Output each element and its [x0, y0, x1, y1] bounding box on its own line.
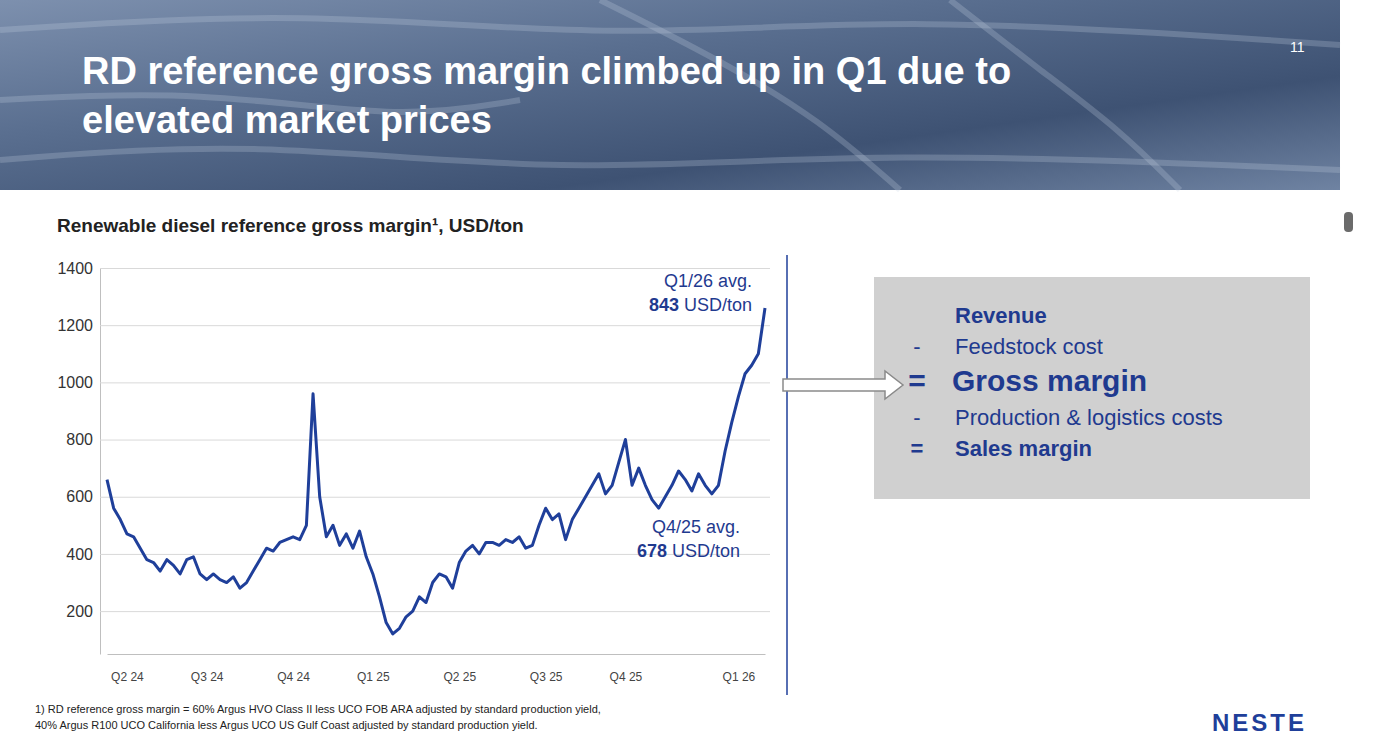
annotation-unit: USD/ton: [684, 295, 752, 315]
x-tick: Q1 26: [723, 654, 756, 684]
definition-sign: -: [913, 334, 920, 359]
annotation-number: 678: [637, 541, 667, 561]
grid-line: [100, 268, 770, 269]
annotation-label: Q1/26 avg.: [664, 271, 752, 291]
annotation-number: 843: [649, 295, 679, 315]
definition-sign: =: [908, 364, 926, 397]
grid-line: [100, 382, 770, 383]
y-tick-label: 200: [66, 603, 93, 620]
x-tick-label: Q3 24: [191, 670, 224, 684]
grid-line: [100, 440, 770, 441]
logo: NESTE: [1212, 709, 1307, 736]
definition-text: Sales margin: [955, 436, 1092, 461]
chart-title: Renewable diesel reference gross margin¹…: [57, 215, 524, 236]
y-tick-label: 1000: [57, 374, 93, 391]
definition-text: Feedstock cost: [955, 334, 1103, 359]
arrow: [783, 371, 903, 399]
footnote: 1) RD reference gross margin = 60% Argus…: [35, 703, 601, 715]
definition-sign: =: [911, 436, 924, 461]
y-tick-label: 1400: [57, 260, 93, 277]
definition-text: Revenue: [955, 303, 1047, 328]
slide-title: RD reference gross margin climbed up in …: [82, 50, 1011, 141]
slide-title-line: elevated market prices: [82, 99, 492, 141]
annotation-unit: USD/ton: [672, 541, 740, 561]
y-tick-label: 600: [66, 488, 93, 505]
banner-texture-line: [950, 0, 1180, 190]
y-tick-label: 800: [66, 431, 93, 448]
y-tick: 200: [66, 603, 770, 620]
page-number: 11: [1290, 39, 1305, 55]
x-tick-label: Q4 24: [277, 670, 310, 684]
x-tick-label: Q2 25: [443, 670, 476, 684]
grid-line: [100, 611, 770, 612]
banner-texture-line: [0, 18, 1340, 45]
y-tick-label: 400: [66, 546, 93, 563]
y-tick: 1000: [57, 374, 770, 391]
x-tick: Q2 24: [111, 654, 144, 684]
slide-title-line: RD reference gross margin climbed up in …: [82, 50, 1011, 92]
x-tick-label: Q1 25: [357, 670, 390, 684]
x-tick-label: Q1 26: [723, 670, 756, 684]
definition-text: Production & logistics costs: [955, 405, 1223, 430]
annotation-value: 678USD/ton: [637, 541, 740, 561]
y-tick: 1200: [57, 317, 770, 334]
y-axis-line: [100, 269, 101, 655]
x-tick: Q3 25: [530, 654, 563, 684]
x-axis-line: [108, 654, 766, 655]
x-tick: Q2 25: [443, 654, 476, 684]
x-tick-label: Q4 25: [610, 670, 643, 684]
banner-texture-line: [600, 0, 900, 190]
slide: RD reference gross margin climbed up in …: [0, 0, 1375, 747]
plot-area: [107, 308, 765, 634]
grid-line: [100, 497, 770, 498]
footnote: 40% Argus R100 UCO California less Argus…: [35, 719, 538, 731]
x-tick: Q4 25: [610, 654, 643, 684]
grid-line: [100, 325, 770, 326]
definition-box: [874, 277, 1310, 499]
definition-sign: -: [913, 405, 920, 430]
x-axis: Q2 24 Q3 24 Q4 24 Q1 25 Q2 25 Q3 25 Q4 25 Q1 26: [108, 654, 766, 684]
annotation-label: Q4/25 avg.: [652, 517, 740, 537]
margin-line: [107, 308, 765, 634]
divider: [786, 255, 788, 695]
annotation-value: 843USD/ton: [649, 295, 752, 315]
scroll-indicator: [1344, 212, 1353, 232]
header-banner: [0, 0, 1340, 190]
x-tick: Q3 24: [191, 654, 224, 684]
grid-line: [100, 554, 770, 555]
x-tick: Q4 24: [277, 654, 310, 684]
definition-text: Gross margin: [952, 364, 1147, 397]
banner-texture: [0, 0, 1340, 190]
y-tick: 800: [66, 431, 770, 448]
x-tick: Q1 25: [357, 654, 390, 684]
y-tick-label: 1200: [57, 317, 93, 334]
x-tick-label: Q2 24: [111, 670, 144, 684]
y-axis: 200 400 600 800 1000 1200 1400: [57, 260, 770, 655]
x-tick-label: Q3 25: [530, 670, 563, 684]
